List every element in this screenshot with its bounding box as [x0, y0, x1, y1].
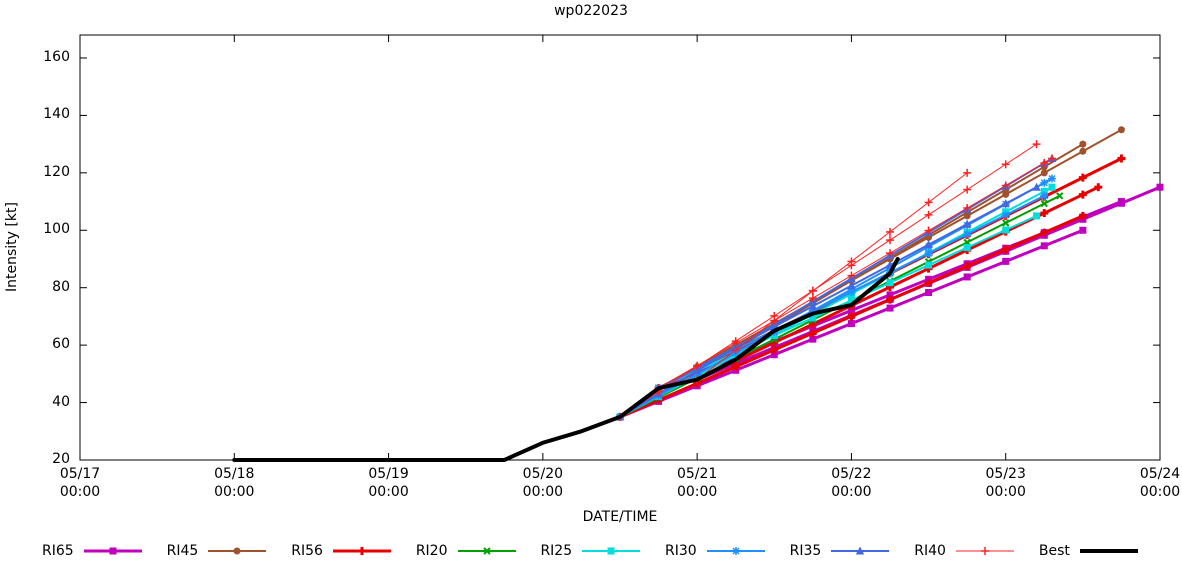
legend-item-ri45: RI45 [167, 543, 269, 559]
x-tick-label: 05/21 00:00 [676, 466, 718, 501]
legend-label: RI20 [415, 543, 448, 559]
x-tick-label: 05/18 00:00 [214, 466, 255, 501]
legend-sample-ri45 [208, 547, 267, 555]
y-tick-label: 100 [43, 221, 70, 238]
y-tick-label: 60 [52, 336, 70, 353]
legend-label: Best [1038, 543, 1070, 559]
legend-item-ri20: RI20 [416, 543, 518, 559]
legend-label: RI65 [42, 543, 74, 559]
legend-label: RI45 [166, 543, 199, 559]
legend-sample-ri30 [706, 547, 765, 555]
legend-sample-best [1079, 549, 1138, 553]
legend-sample-ri35 [831, 546, 890, 555]
legend-label: RI30 [665, 543, 697, 559]
legend-sample-ri25 [582, 547, 641, 555]
legend-item-ri35: RI35 [790, 543, 892, 559]
legend-item-ri56: RI56 [291, 543, 393, 559]
legend-label: RI25 [540, 543, 573, 559]
legend-sample-ri20 [457, 547, 516, 555]
legend-item-ri30: RI30 [665, 543, 767, 559]
legend-item-ri65: RI65 [42, 543, 144, 559]
legend-item-ri40: RI40 [914, 543, 1016, 559]
x-tick-label: 05/24 00:00 [1139, 466, 1181, 501]
chart-title: wp022023 [554, 3, 628, 19]
x-tick-label: 05/23 00:00 [985, 466, 1026, 501]
legend-label: RI35 [789, 543, 822, 559]
y-tick-label: 40 [52, 393, 70, 410]
y-tick-label: 80 [52, 278, 70, 295]
y-tick-label: 160 [43, 48, 70, 65]
x-axis-label: DATE/TIME [582, 509, 658, 525]
y-tick-label: 140 [43, 106, 70, 123]
x-tick-label: 05/19 00:00 [368, 466, 409, 501]
legend: RI65 RI45 RI56 RI20 RI25 RI30 RI35 RI40 Best [42, 541, 1140, 561]
y-tick-label: 120 [43, 163, 70, 180]
legend-item-ri25: RI25 [540, 543, 642, 559]
legend-sample-ri56 [332, 547, 391, 555]
legend-sample-ri40 [955, 547, 1014, 555]
x-tick-label: 05/17 00:00 [59, 466, 101, 501]
y-tick-label: 20 [52, 451, 70, 467]
x-tick-label: 05/20 00:00 [522, 466, 564, 501]
legend-sample-ri65 [83, 547, 142, 555]
legend-item-best: Best [1039, 543, 1140, 559]
legend-label: RI40 [914, 543, 946, 559]
x-tick-label: 05/22 00:00 [831, 466, 872, 501]
legend-label: RI56 [291, 543, 323, 559]
